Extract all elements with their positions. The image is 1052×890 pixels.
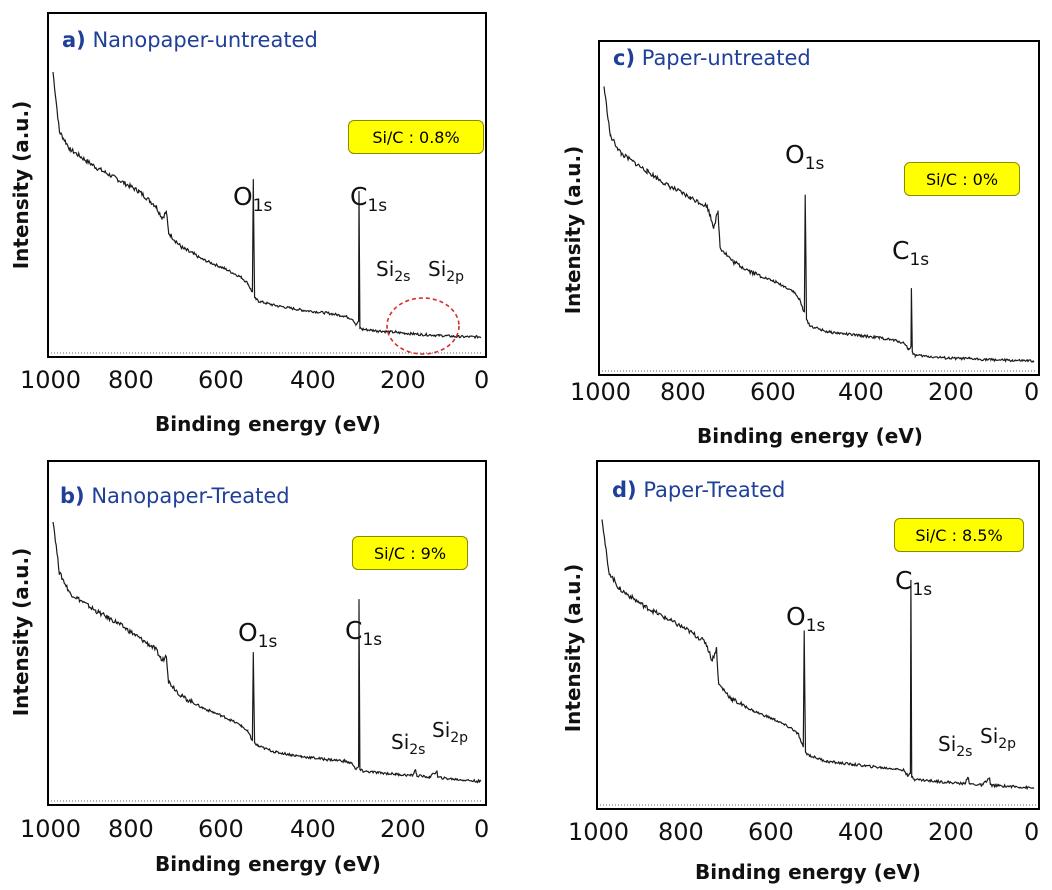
x-tick-label: 400 [290, 366, 336, 394]
y-axis-label: Intensity (a.u.) [9, 100, 33, 270]
x-tick-label: 0 [1024, 378, 1040, 406]
peak-label-o1s: O1s [785, 140, 825, 174]
x-tick-label: 1000 [568, 818, 630, 846]
spectrum-line [52, 71, 482, 340]
x-tick-label: 600 [748, 818, 794, 846]
x-tick-label: 400 [290, 815, 336, 843]
x-tick-label: 200 [380, 815, 426, 843]
peak-label-si2s: Si2s [938, 732, 973, 760]
panel-letter: c) [613, 46, 636, 70]
peak-label-c1s: C1s [892, 236, 930, 270]
x-tick-label: 800 [660, 378, 706, 406]
si-c-ratio-badge: Si/C : 0.8% [348, 120, 484, 154]
peak-label-si2s: Si2s [391, 730, 426, 758]
x-tick-label: 200 [928, 818, 974, 846]
x-tick-label: 1000 [20, 815, 82, 843]
peak-label-si2p: Si2p [428, 257, 465, 285]
peak-label-si2s: Si2s [376, 257, 411, 285]
panel-title-text: Nanopaper-Treated [84, 484, 290, 508]
panel-title-text: Paper-Treated [636, 478, 786, 502]
panel-title: d) Paper-Treated [612, 478, 785, 502]
x-tick-label: 0 [1024, 818, 1040, 846]
y-axis-label: Intensity (a.u.) [561, 145, 585, 315]
si-c-ratio-badge: Si/C : 8.5% [894, 518, 1024, 552]
spectrum-svg [51, 71, 483, 354]
panel-title-text: Nanopaper-untreated [85, 28, 318, 52]
x-tick-label: 200 [380, 366, 426, 394]
x-tick-label: 200 [928, 378, 974, 406]
plot-area [596, 460, 1040, 810]
panel-title: b) Nanopaper-Treated [60, 484, 290, 508]
si-c-ratio-badge: Si/C : 9% [352, 536, 468, 570]
x-axis-label: Binding energy (eV) [695, 860, 921, 884]
x-tick-label: 600 [198, 815, 244, 843]
x-tick-label: 800 [108, 815, 154, 843]
plot-area [47, 12, 487, 358]
x-tick-label: 1000 [20, 366, 82, 394]
peak-label-o1s: O1s [233, 182, 273, 216]
panel-title-text: Paper-untreated [635, 46, 811, 70]
x-axis-label: Binding energy (eV) [155, 412, 381, 436]
plot-area [47, 460, 487, 806]
peak-label-o1s: O1s [786, 602, 826, 636]
peak-label-o1s: O1s [238, 618, 278, 652]
peak-label-si2p: Si2p [980, 724, 1017, 752]
panel-letter: b) [60, 484, 85, 508]
spectrum-line [601, 519, 1035, 791]
x-tick-label: 400 [838, 378, 884, 406]
spectrum-line [603, 86, 1035, 363]
peak-label-si2p: Si2p [432, 718, 469, 746]
spectrum-svg [602, 86, 1036, 372]
peak-label-c1s: C1s [350, 182, 388, 216]
spectrum-svg [51, 521, 483, 802]
panel-title: a) Nanopaper-untreated [62, 28, 318, 52]
x-tick-label: 800 [108, 366, 154, 394]
y-axis-label: Intensity (a.u.) [9, 547, 33, 717]
panel-title: c) Paper-untreated [613, 46, 811, 70]
x-tick-label: 600 [750, 378, 796, 406]
peak-label-c1s: C1s [895, 566, 933, 600]
si-c-ratio-badge: Si/C : 0% [904, 162, 1020, 196]
panel-letter: d) [612, 478, 637, 502]
x-tick-label: 1000 [570, 378, 632, 406]
x-tick-label: 0 [474, 366, 490, 394]
peak-label-c1s: C1s [345, 616, 383, 650]
y-axis-label: Intensity (a.u.) [561, 563, 585, 733]
spectrum-line [52, 521, 482, 784]
x-tick-label: 400 [838, 818, 884, 846]
x-tick-label: 600 [198, 366, 244, 394]
spectrum-svg [600, 519, 1036, 806]
x-axis-label: Binding energy (eV) [155, 852, 381, 876]
panel-letter: a) [62, 28, 86, 52]
plot-area [598, 40, 1040, 376]
x-tick-label: 800 [658, 818, 704, 846]
dashed-circle-annotation [386, 297, 460, 355]
x-axis-label: Binding energy (eV) [697, 424, 923, 448]
x-tick-label: 0 [474, 815, 490, 843]
